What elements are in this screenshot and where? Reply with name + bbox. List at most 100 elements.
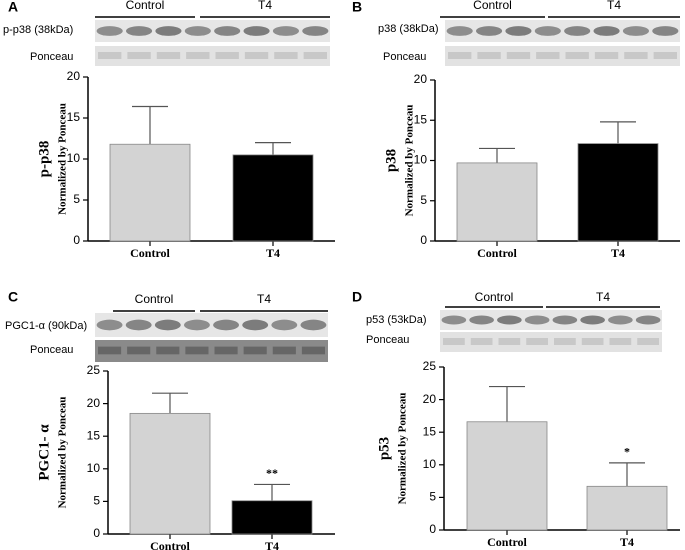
ponceau-band <box>303 52 327 59</box>
error-bar <box>479 147 515 163</box>
group-label: T4 <box>596 290 610 304</box>
group-label: Control <box>126 0 165 12</box>
blot-image <box>95 20 330 42</box>
ponceau-band <box>554 338 576 345</box>
y-tick-label: 10 <box>423 457 437 471</box>
y-tick-label: 15 <box>87 428 101 442</box>
blot-band <box>125 319 152 331</box>
ponceau-band <box>594 52 619 59</box>
blot-band <box>96 319 123 331</box>
ponceau-band <box>526 338 548 345</box>
y-axis-sublabel: Normalized by Ponceau <box>57 103 69 215</box>
blot-band <box>183 319 210 331</box>
bar <box>456 162 538 242</box>
blot-band <box>300 319 327 331</box>
blot-band <box>214 26 241 36</box>
error-bar <box>132 105 168 145</box>
y-tick-label: 25 <box>87 363 101 377</box>
x-tick-label: T4 <box>620 535 634 549</box>
ponceau-band <box>214 346 238 355</box>
panel-label: A <box>8 0 18 15</box>
ponceau-image <box>440 332 662 352</box>
bar <box>577 143 659 242</box>
error-bar <box>609 462 645 487</box>
blot-band <box>580 315 605 325</box>
ponceau-band <box>448 52 472 59</box>
x-tick-label: T4 <box>265 539 279 550</box>
blot-band <box>652 26 679 36</box>
blot-band <box>505 26 532 36</box>
loading-label: Ponceau <box>366 334 409 346</box>
ponceau-band <box>637 338 659 345</box>
y-tick-label: 0 <box>93 526 100 540</box>
blot-band <box>446 26 473 36</box>
ponceau-band <box>274 52 298 59</box>
y-tick-label: 0 <box>73 233 80 247</box>
blot-band <box>243 26 270 36</box>
blot-label: PGC1-α (90kDa) <box>5 320 87 332</box>
blot-band <box>154 319 181 331</box>
y-axis-label: p53 <box>376 437 392 460</box>
ponceau-band <box>301 346 325 355</box>
group-label: T4 <box>258 0 272 12</box>
blot-band <box>476 26 503 36</box>
ponceau-image <box>445 46 680 66</box>
group-label: T4 <box>257 292 271 306</box>
bar <box>466 421 548 531</box>
ponceau-image <box>95 340 328 362</box>
blot-band <box>184 26 211 36</box>
x-tick-label: Control <box>487 535 527 549</box>
y-tick-label: 15 <box>67 110 81 124</box>
blot-band <box>635 315 661 325</box>
y-axis-sublabel: Normalized by Ponceau <box>57 397 69 509</box>
blot-band <box>213 319 240 331</box>
ponceau-band <box>127 52 151 59</box>
y-tick-label: 10 <box>87 461 101 475</box>
y-tick-label: 10 <box>67 151 81 165</box>
blot-band <box>622 26 649 36</box>
blot-band <box>593 26 620 36</box>
ponceau-image <box>95 46 330 66</box>
y-tick-label: 5 <box>93 494 100 508</box>
y-tick-label: 15 <box>414 112 428 126</box>
error-bar <box>254 483 290 501</box>
blot-band <box>608 315 633 325</box>
blot-band <box>272 26 299 36</box>
ponceau-band <box>470 338 493 345</box>
blot-band <box>524 315 550 325</box>
blot-band <box>552 315 578 325</box>
x-tick-label: Control <box>150 539 190 550</box>
group-label: T4 <box>607 0 621 12</box>
x-tick-label: Control <box>130 246 170 260</box>
y-tick-label: 20 <box>414 72 428 86</box>
ponceau-band <box>244 52 269 59</box>
error-bar <box>600 121 636 144</box>
x-tick-label: Control <box>477 246 517 260</box>
y-tick-label: 5 <box>73 192 80 206</box>
blot-image <box>445 20 680 42</box>
y-tick-label: 0 <box>429 522 436 536</box>
ponceau-band <box>185 346 209 355</box>
error-bar <box>255 142 291 155</box>
ponceau-band <box>98 52 122 59</box>
bar <box>129 412 211 535</box>
group-label: Control <box>473 0 512 12</box>
blot-image <box>440 310 662 330</box>
y-tick-label: 20 <box>87 396 101 410</box>
blot-band <box>469 315 494 325</box>
ponceau-band <box>243 346 267 355</box>
y-tick-label: 5 <box>420 193 427 207</box>
ponceau-band <box>536 52 560 59</box>
ponceau-band <box>272 346 296 355</box>
ponceau-band <box>498 338 521 345</box>
ponceau-band <box>653 52 677 59</box>
blot-band <box>96 26 123 36</box>
panel-label: C <box>8 289 18 305</box>
blot-band <box>126 26 153 36</box>
y-axis-sublabel: Normalized by Ponceau <box>397 393 409 505</box>
ponceau-band <box>624 52 648 59</box>
bar <box>586 485 668 531</box>
y-axis-label: p38 <box>383 149 399 172</box>
blot-band <box>271 319 298 331</box>
